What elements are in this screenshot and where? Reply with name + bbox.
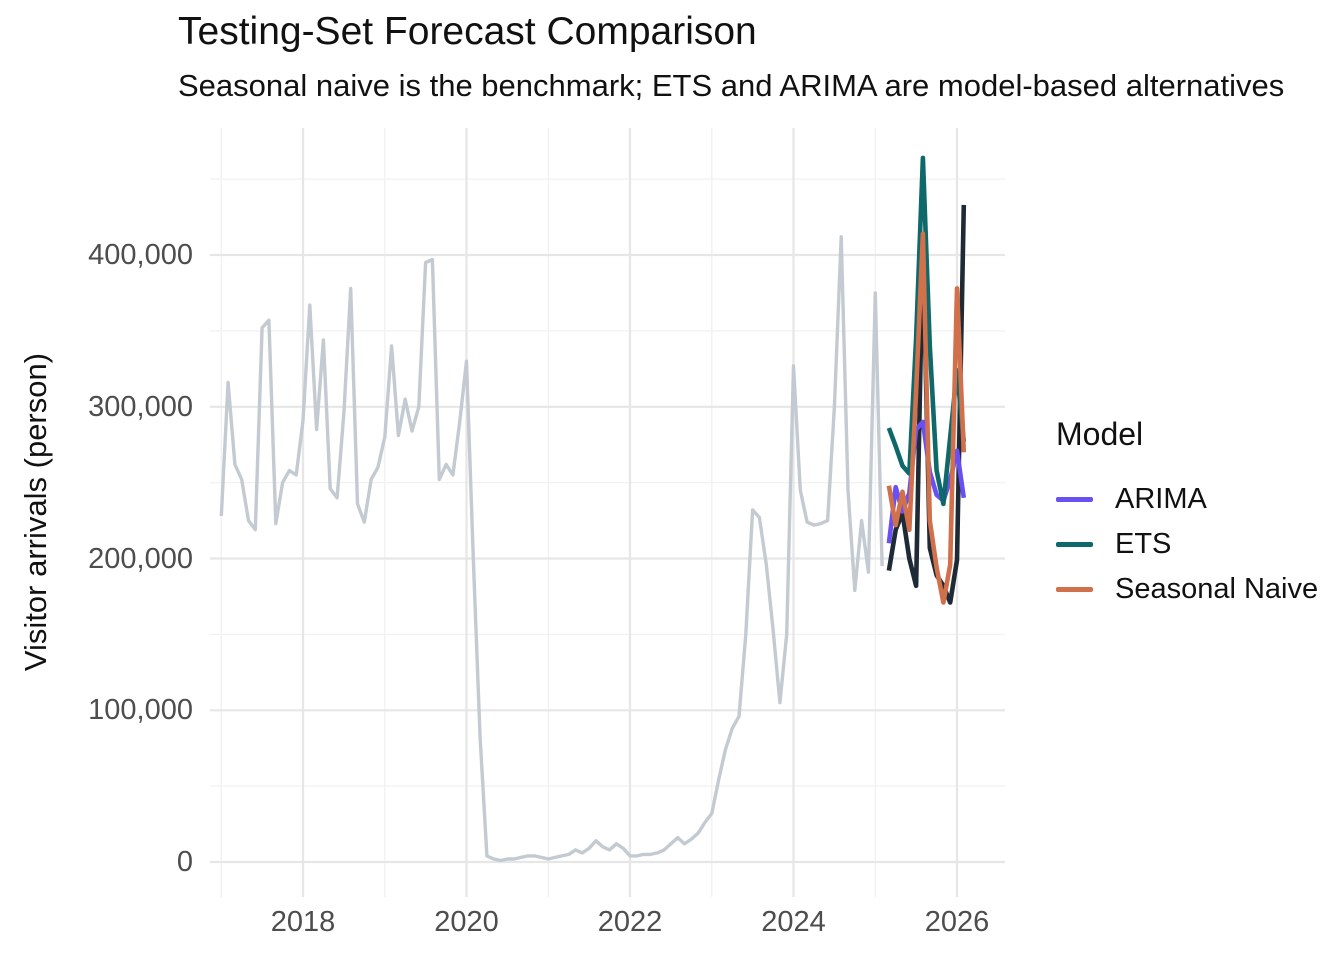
legend-key-line-icon [1056, 542, 1093, 547]
y-tick-label: 400,000 [88, 239, 193, 271]
series-line-seasonal-naive [886, 231, 967, 605]
legend-item-label: Seasonal Naive [1115, 573, 1319, 605]
legend-item-list: ARIMA ETS Seasonal Naive [1056, 477, 1318, 612]
y-tick-label: 200,000 [88, 542, 193, 575]
x-tick-label: 2020 [434, 906, 499, 938]
chart-title: Testing-Set Forecast Comparison [178, 10, 757, 53]
y-tick-label: 300,000 [88, 390, 193, 423]
x-tick-label: 2022 [597, 906, 663, 938]
legend-title: Model [1056, 416, 1144, 452]
x-tick-label: 2024 [761, 906, 826, 938]
y-tick-label: 0 [176, 846, 193, 878]
legend-item-arima: ARIMA [1056, 477, 1318, 522]
legend-item-label: ARIMA [1115, 483, 1207, 515]
y-tick-label: 100,000 [88, 694, 193, 727]
x-tick-label: 2026 [924, 906, 990, 938]
legend: Model ARIMA ETS Seasonal Naive [1056, 416, 1318, 612]
x-tick-label: 2018 [270, 906, 336, 938]
chart-subtitle: Seasonal naive is the benchmark; ETS and… [178, 68, 1285, 103]
legend-item-label: ETS [1115, 528, 1172, 560]
series-line-observed-training [219, 235, 884, 863]
legend-key-line-icon [1056, 587, 1093, 592]
legend-key-line-icon [1056, 497, 1093, 502]
legend-item-seasonal-naive: Seasonal Naive [1056, 567, 1318, 612]
legend-item-ets: ETS [1056, 522, 1318, 567]
